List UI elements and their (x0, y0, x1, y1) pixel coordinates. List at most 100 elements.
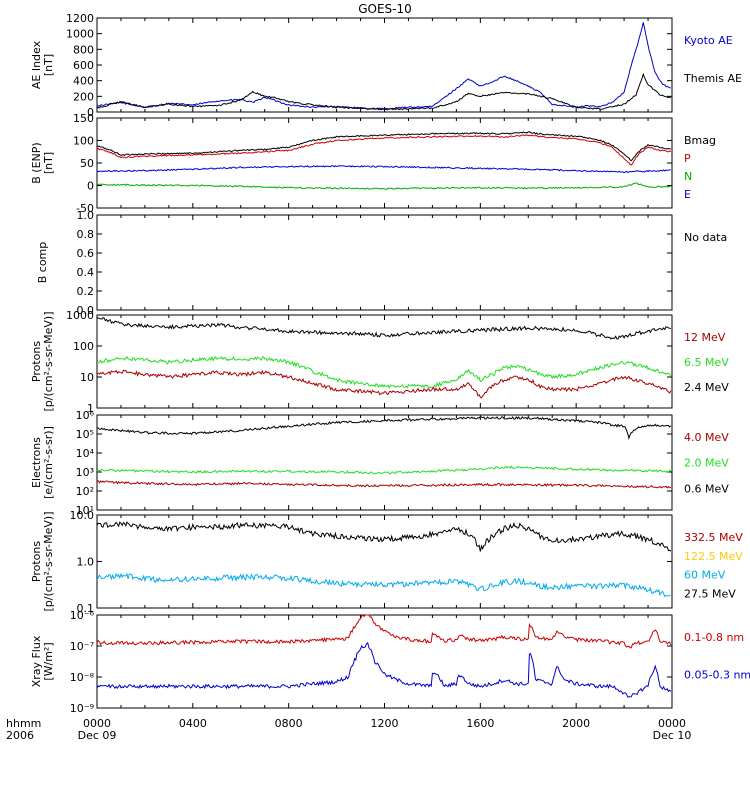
time-axis-footer: hhmm 2006 Dec 09 Dec 10 0000 0400 0800 1200… (6, 717, 691, 742)
legend-entry: 0.05-0.3 nm (684, 669, 750, 682)
legend-entry: 2.0 MeV (684, 457, 729, 470)
y-axis-label: [nT] (42, 152, 55, 174)
y-tick-label: 150 (73, 112, 94, 125)
x-tick-label: 2000 (562, 717, 590, 730)
year-label: 2006 (6, 729, 34, 742)
legend-entry: 6.5 MeV (684, 356, 729, 369)
legend-entry: 12 MeV (684, 331, 726, 344)
y-tick-label: 0.8 (77, 228, 95, 241)
y-tick-label: 1.0 (77, 556, 95, 569)
legend-entry: Kyoto AE (684, 34, 733, 47)
series-line-0-1-0-8-nm (96, 614, 672, 649)
x-tick-label: 1200 (371, 717, 399, 730)
legend-entry: Themis AE (683, 72, 742, 85)
panel-protons_high: 0.1 1.0 10.0 Protons [p/(cm²-s-sr-MeV)] 332.5… (30, 509, 743, 615)
date-start-label: Dec 09 (78, 729, 117, 742)
y-axis-label: AE Index (30, 40, 43, 89)
y-tick-label: 10.0 (70, 509, 95, 522)
date-end-label: Dec 10 (653, 729, 692, 742)
y-axis-label: [p/(cm²-s-sr-MeV)] (42, 312, 55, 412)
y-axis-label: [W/m²] (42, 642, 55, 680)
series-line-2-4-mev (96, 316, 671, 340)
x-tick-label: 0000 (83, 717, 111, 730)
y-tick-label: 10¹ (76, 504, 94, 517)
panel-bfield: -50 0 50 100 150 B (ENP) [nT] Bmag PNE (30, 112, 716, 215)
y-axis-label: B (ENP) (30, 142, 43, 183)
y-tick-label: 10⁴ (76, 447, 95, 460)
y-tick-label: 600 (73, 59, 94, 72)
y-tick-label: 10⁻⁹ (70, 702, 94, 715)
panel-protons_low: 1 10 100 1000 Protons [p/(cm²-s-sr-MeV)] 12 Me… (30, 309, 729, 415)
y-tick-label: 100 (73, 340, 94, 353)
legend-entry: 2.4 MeV (684, 381, 729, 394)
panel-frame (96, 17, 673, 113)
y-tick-label: 1000 (66, 309, 94, 322)
panel-ae: 0 200 400 600 800 1000 1200 AE Index [nT] Kyoto A… (30, 12, 742, 119)
y-tick-label: 0 (87, 180, 94, 193)
series-line-p (96, 134, 672, 166)
panel-frame (96, 514, 673, 609)
series-line-e (96, 164, 671, 174)
legend-entry: 122.5 MeV (684, 550, 743, 563)
y-tick-label: 400 (73, 75, 94, 88)
legend-entry: P (684, 152, 691, 165)
y-axis-label: [p/(cm²-s-sr-MeV)] (42, 512, 55, 612)
panel-xray: 10⁻⁹ 10⁻⁸ 10⁻⁷ 10⁻⁶ Xray Flux [W/m²] 0.1-0.8 n… (30, 609, 750, 715)
x-tick-label: 0400 (179, 717, 207, 730)
y-axis-label: Xray Flux (30, 635, 43, 687)
series-line-0-6-mev (96, 415, 672, 440)
y-tick-label: 0.6 (77, 247, 95, 260)
y-axis-label: Protons (30, 541, 43, 582)
legend-entry: No data (684, 231, 727, 244)
legend-entry: Bmag (684, 134, 716, 147)
series-line-12-mev (96, 369, 672, 399)
chart-title: GOES-10 (358, 2, 412, 16)
legend-entry: 0.6 MeV (684, 482, 729, 495)
y-tick-label: 10⁵ (76, 428, 94, 441)
y-tick-label: 1.0 (77, 209, 95, 222)
series-line-4-0-mev (96, 480, 671, 489)
y-tick-label: 1000 (66, 28, 94, 41)
x-tick-label: 0000 (658, 717, 686, 730)
legend-entry: E (684, 188, 691, 201)
y-tick-label: 0.2 (77, 285, 95, 298)
y-tick-label: 0.0 (77, 304, 95, 317)
panel-frame (96, 117, 673, 209)
legend-entry: 60 MeV (684, 569, 726, 582)
legend-entry: 0.1-0.8 nm (684, 631, 744, 644)
legend-entry: N (684, 170, 692, 183)
series-line-0-05-0-3-nm (96, 642, 672, 698)
panel-frame (96, 414, 673, 511)
y-tick-label: 10³ (76, 466, 94, 479)
y-tick-label: 800 (73, 43, 94, 56)
y-tick-label: 0.4 (77, 266, 95, 279)
panel-frame (96, 214, 673, 311)
y-tick-label: 10 (80, 371, 94, 384)
y-axis-label: Electrons (30, 437, 43, 488)
y-axis-label: B comp (36, 242, 49, 284)
y-tick-label: 0.1 (77, 602, 95, 615)
y-tick-label: -50 (76, 202, 94, 215)
time-format-label: hhmm (6, 717, 41, 730)
series-line-n (96, 182, 671, 190)
y-tick-label: 10⁻⁶ (70, 609, 95, 622)
series-line-2-0-mev (96, 465, 672, 475)
y-tick-label: 0 (87, 106, 94, 119)
panel-frame (96, 614, 673, 709)
y-tick-label: 10⁻⁷ (70, 640, 94, 653)
y-axis-label: [nT] (42, 54, 55, 76)
y-axis-label: Protons (30, 341, 43, 382)
series-line-27-5-mev (96, 521, 672, 552)
legend-entry: 4.0 MeV (684, 431, 729, 444)
y-tick-label: 10⁻⁸ (70, 671, 95, 684)
panel-bcomp: 0.0 0.2 0.4 0.6 0.8 1.0 B comp No data (36, 209, 727, 317)
y-tick-label: 100 (73, 135, 94, 148)
series-line-60-mev (96, 572, 672, 598)
y-tick-label: 10² (76, 485, 94, 498)
series-line-6-5-mev (96, 355, 672, 389)
y-tick-label: 200 (73, 90, 94, 103)
y-axis-label: [e/(cm²-s-sr)] (42, 426, 55, 499)
legend-entry: 27.5 MeV (684, 587, 736, 600)
